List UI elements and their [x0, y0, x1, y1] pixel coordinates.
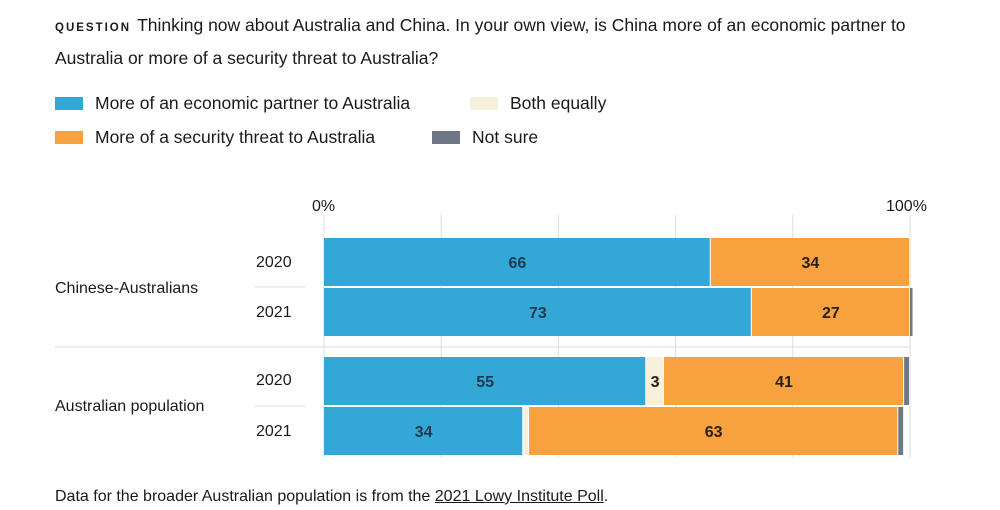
- year-label: 2020: [256, 254, 292, 271]
- question-text: Thinking now about Australia and China. …: [55, 15, 906, 68]
- bar-segment: [324, 288, 751, 336]
- legend-label: More of an economic partner to Australia: [95, 93, 411, 113]
- legend-swatch: [470, 97, 498, 110]
- footnote-suffix: .: [603, 488, 609, 505]
- year-label: 2021: [256, 304, 292, 321]
- question: QUESTION Thinking now about Australia and…: [55, 10, 915, 73]
- legend-swatch: [432, 131, 460, 144]
- bar-segment: [898, 407, 904, 455]
- data-label: 3: [651, 374, 660, 391]
- legend-swatch: [55, 97, 83, 110]
- tick-0: 0%: [312, 198, 336, 215]
- group-label: Australian population: [55, 398, 205, 415]
- data-label: 34: [415, 424, 433, 441]
- data-label: 41: [775, 374, 793, 391]
- footnote: Data for the broader Australian populati…: [55, 488, 608, 506]
- data-label: 63: [705, 424, 723, 441]
- bar-segment: [663, 357, 904, 405]
- legend-item-economic: More of an economic partner to Australia: [55, 93, 410, 114]
- lowy-poll-link[interactable]: 2021 Lowy Institute Poll: [434, 488, 604, 505]
- bar-segment: [904, 357, 909, 405]
- legend-item-both: Both equally: [470, 93, 606, 114]
- question-label: QUESTION: [55, 22, 132, 34]
- bar-segment: [529, 407, 898, 455]
- data-label: 66: [508, 255, 526, 272]
- group-label: Chinese-Australians: [55, 280, 199, 297]
- year-label: 2020: [256, 372, 292, 389]
- data-label: 73: [529, 305, 547, 322]
- bar-segment: [324, 238, 710, 286]
- footnote-text: Data for the broader Australian populati…: [55, 488, 435, 505]
- legend-item-threat: More of a security threat to Australia: [55, 127, 375, 148]
- year-label: 2021: [256, 423, 292, 440]
- legend-label: Both equally: [510, 93, 607, 113]
- bar-segment: [324, 357, 646, 405]
- legend-swatch: [55, 131, 83, 144]
- bar-segment: [523, 407, 529, 455]
- bar-segment: [751, 288, 909, 336]
- legend-label: More of a security threat to Australia: [95, 127, 376, 147]
- bar-segment: [710, 238, 909, 286]
- data-label: 27: [822, 305, 840, 322]
- data-label: 55: [476, 374, 494, 391]
- legend-item-notsure: Not sure: [432, 127, 538, 148]
- data-label: 34: [801, 255, 819, 272]
- bar-segment: [324, 407, 523, 455]
- legend-label: Not sure: [472, 127, 539, 147]
- bar-segment: [646, 357, 663, 405]
- tick-100: 100%: [886, 198, 927, 215]
- bar-segment: [910, 288, 913, 336]
